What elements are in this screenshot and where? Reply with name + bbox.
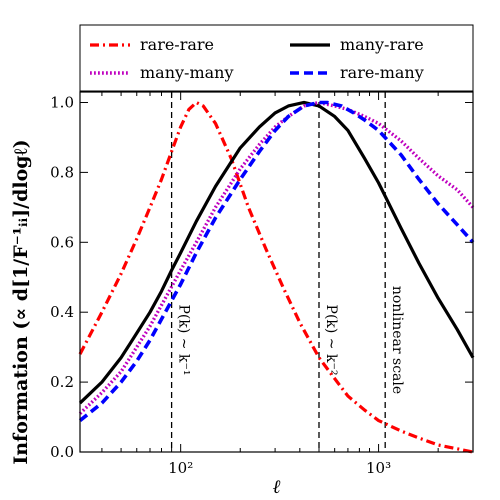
- series-many-rare: [78, 100, 475, 405]
- x-axis-label: ℓ: [273, 476, 281, 498]
- axes: 0.0 0.2 0.4 0.6 0.8 1.0 10² 10³: [50, 91, 474, 477]
- y-tick-label: 0.6: [50, 233, 74, 251]
- series-lines: [78, 100, 475, 454]
- legend-label-many-rare: many-rare: [340, 35, 424, 54]
- x-tick-label: 10²: [168, 459, 193, 477]
- y-tick-label: 0.4: [50, 303, 74, 321]
- x-tick-label: 10³: [366, 459, 391, 477]
- y-tick-label: 0.8: [50, 163, 74, 181]
- y-axis-label: Information (∝ d[1/F⁻¹ᵢᵢ]/dlogℓ): [10, 139, 32, 464]
- plot-frame: [79, 91, 474, 453]
- series-rare-many: [78, 100, 475, 422]
- series-many-many: [78, 100, 475, 415]
- y-tick-label: 1.0: [50, 93, 74, 111]
- legend-label-rare-rare: rare-rare: [140, 35, 214, 54]
- y-tick-label: 0.0: [50, 443, 74, 461]
- y-tick-label: 0.2: [50, 373, 74, 391]
- legend-label-many-many: many-many: [140, 63, 234, 82]
- legend: rare-rare many-many many-rare rare-many: [79, 24, 474, 92]
- legend-label-rare-many: rare-many: [340, 63, 424, 82]
- series-rare-rare: [78, 100, 474, 454]
- reference-line-label-1: P(k) ~ k⁻¹: [176, 305, 192, 376]
- legend-box: [79, 24, 474, 92]
- reference-line-label-3: nonlinear scale: [389, 286, 405, 394]
- reference-line-label-2: P(k) ~ k⁻²: [323, 305, 339, 376]
